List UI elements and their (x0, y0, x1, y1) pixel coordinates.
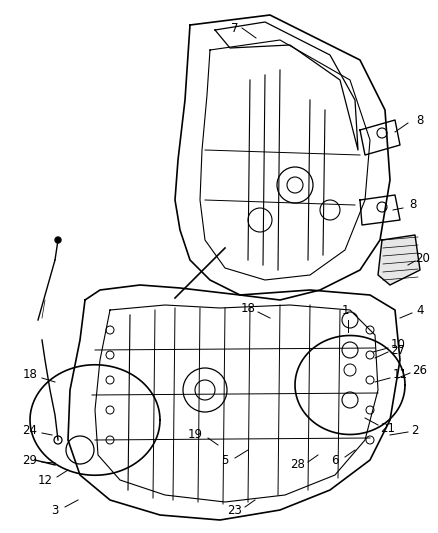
Text: 19: 19 (187, 429, 202, 441)
Text: 10: 10 (391, 338, 406, 351)
Circle shape (55, 237, 61, 243)
Text: 8: 8 (416, 114, 424, 126)
Text: 2: 2 (411, 424, 419, 437)
Text: 12: 12 (38, 473, 53, 487)
Text: 29: 29 (22, 454, 38, 466)
Text: 3: 3 (51, 504, 59, 516)
Text: 6: 6 (331, 454, 339, 466)
Text: 4: 4 (416, 303, 424, 317)
Text: 23: 23 (228, 504, 243, 516)
Text: 18: 18 (23, 368, 37, 382)
Text: 1: 1 (341, 303, 349, 317)
Text: 27: 27 (391, 343, 406, 357)
Text: 11: 11 (392, 368, 407, 382)
Text: 5: 5 (221, 454, 229, 466)
Text: 28: 28 (290, 458, 305, 472)
Text: 7: 7 (231, 21, 239, 35)
Text: 24: 24 (22, 424, 38, 437)
Text: 20: 20 (416, 252, 431, 264)
Text: 18: 18 (240, 302, 255, 314)
Text: 26: 26 (413, 364, 427, 376)
Text: 21: 21 (381, 422, 396, 434)
Polygon shape (378, 235, 420, 285)
Text: 8: 8 (410, 198, 417, 212)
